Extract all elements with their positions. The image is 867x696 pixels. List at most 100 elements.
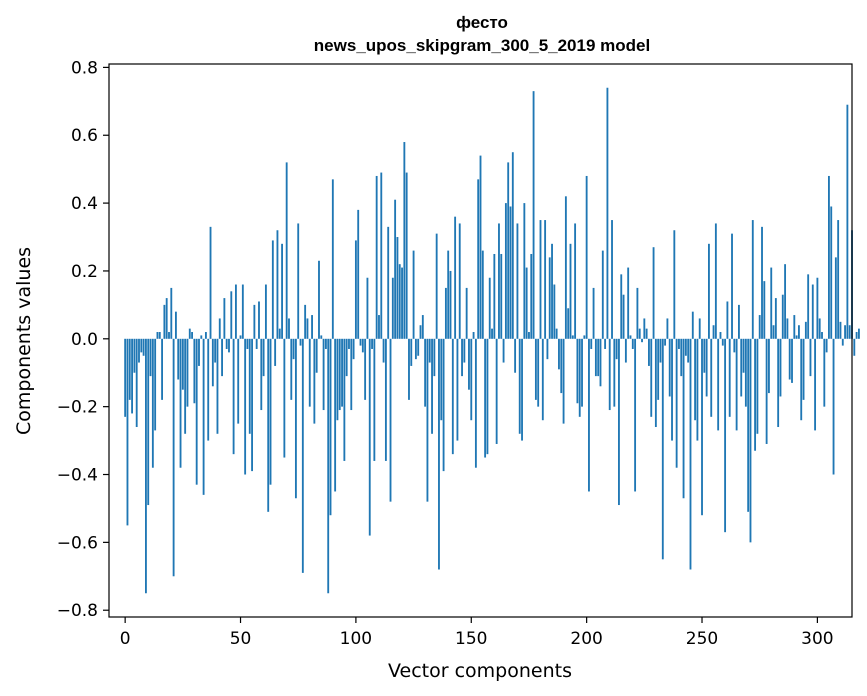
bar: [638, 328, 641, 339]
bar: [191, 332, 193, 339]
bar: [592, 287, 595, 339]
bar: [354, 240, 357, 339]
bar: [657, 338, 660, 400]
bar: [696, 338, 699, 441]
bar: [774, 298, 777, 339]
bar: [800, 338, 803, 421]
y-tick-label: 0.4: [71, 194, 98, 214]
bar: [396, 237, 399, 339]
bar: [634, 338, 637, 492]
bar: [204, 332, 207, 339]
bar: [740, 338, 743, 397]
bar: [525, 267, 528, 339]
bar: [539, 220, 542, 339]
bar: [186, 338, 189, 407]
bar: [198, 338, 200, 366]
bar: [583, 335, 586, 339]
bar: [138, 338, 140, 363]
bar: [477, 179, 480, 339]
bar: [846, 104, 849, 339]
bar: [126, 338, 129, 526]
bar: [133, 338, 136, 373]
bar: [721, 338, 724, 346]
bar: [765, 338, 768, 444]
bar: [618, 338, 620, 506]
bar: [687, 338, 690, 363]
bar: [384, 338, 387, 461]
bar: [537, 338, 540, 407]
bar: [659, 338, 662, 363]
bar: [419, 325, 422, 339]
bar: [290, 338, 293, 400]
bar: [285, 162, 288, 339]
bar: [348, 338, 350, 349]
bar: [576, 338, 579, 404]
bar: [837, 220, 840, 339]
bar: [514, 338, 517, 373]
bar: [534, 338, 537, 400]
bar: [465, 287, 468, 339]
bar: [165, 298, 168, 339]
bar: [276, 230, 279, 339]
bar: [731, 233, 733, 339]
bar: [858, 328, 860, 339]
bar: [142, 338, 145, 356]
bar: [853, 338, 856, 356]
bar: [472, 332, 475, 339]
bar: [804, 321, 807, 339]
bar: [438, 338, 440, 570]
bar: [468, 338, 470, 390]
bar: [611, 220, 613, 339]
bar: [251, 338, 253, 472]
bar: [581, 338, 583, 407]
bar: [193, 338, 196, 404]
bar: [691, 311, 694, 339]
bar: [641, 338, 643, 343]
bar: [791, 338, 793, 383]
bar: [269, 338, 272, 485]
bar: [502, 338, 505, 363]
bar: [624, 338, 627, 363]
bar: [788, 338, 791, 380]
bar: [643, 318, 646, 339]
bar: [267, 338, 270, 512]
bar: [195, 338, 198, 485]
bar: [216, 338, 219, 434]
bar: [200, 335, 203, 339]
bar: [841, 338, 844, 346]
bar: [424, 338, 427, 407]
bar: [756, 338, 759, 434]
bar: [599, 338, 602, 387]
bar: [304, 304, 307, 339]
bar: [341, 338, 343, 407]
bar: [435, 233, 438, 339]
bar: [239, 335, 242, 339]
bar: [401, 267, 403, 339]
bar: [324, 338, 327, 349]
bar: [149, 338, 152, 377]
bar: [682, 338, 685, 499]
bar: [320, 335, 323, 339]
bar: [574, 223, 577, 339]
bar: [705, 338, 708, 397]
bar: [135, 338, 138, 428]
bar: [163, 304, 166, 339]
bar: [447, 250, 450, 339]
bar: [608, 338, 611, 411]
bar: [410, 338, 413, 366]
bar: [555, 328, 558, 339]
bar: [795, 335, 798, 339]
bar: [463, 338, 466, 363]
bar: [172, 338, 175, 577]
bar: [357, 209, 360, 339]
bar: [262, 338, 265, 377]
chart-title: фесто: [456, 13, 508, 32]
bar: [855, 332, 858, 339]
bar: [832, 338, 835, 475]
bar: [578, 338, 581, 417]
bar: [451, 338, 454, 455]
y-tick-label: −0.6: [57, 533, 98, 553]
bar: [156, 332, 159, 339]
bar: [816, 277, 819, 339]
bar: [802, 338, 805, 400]
